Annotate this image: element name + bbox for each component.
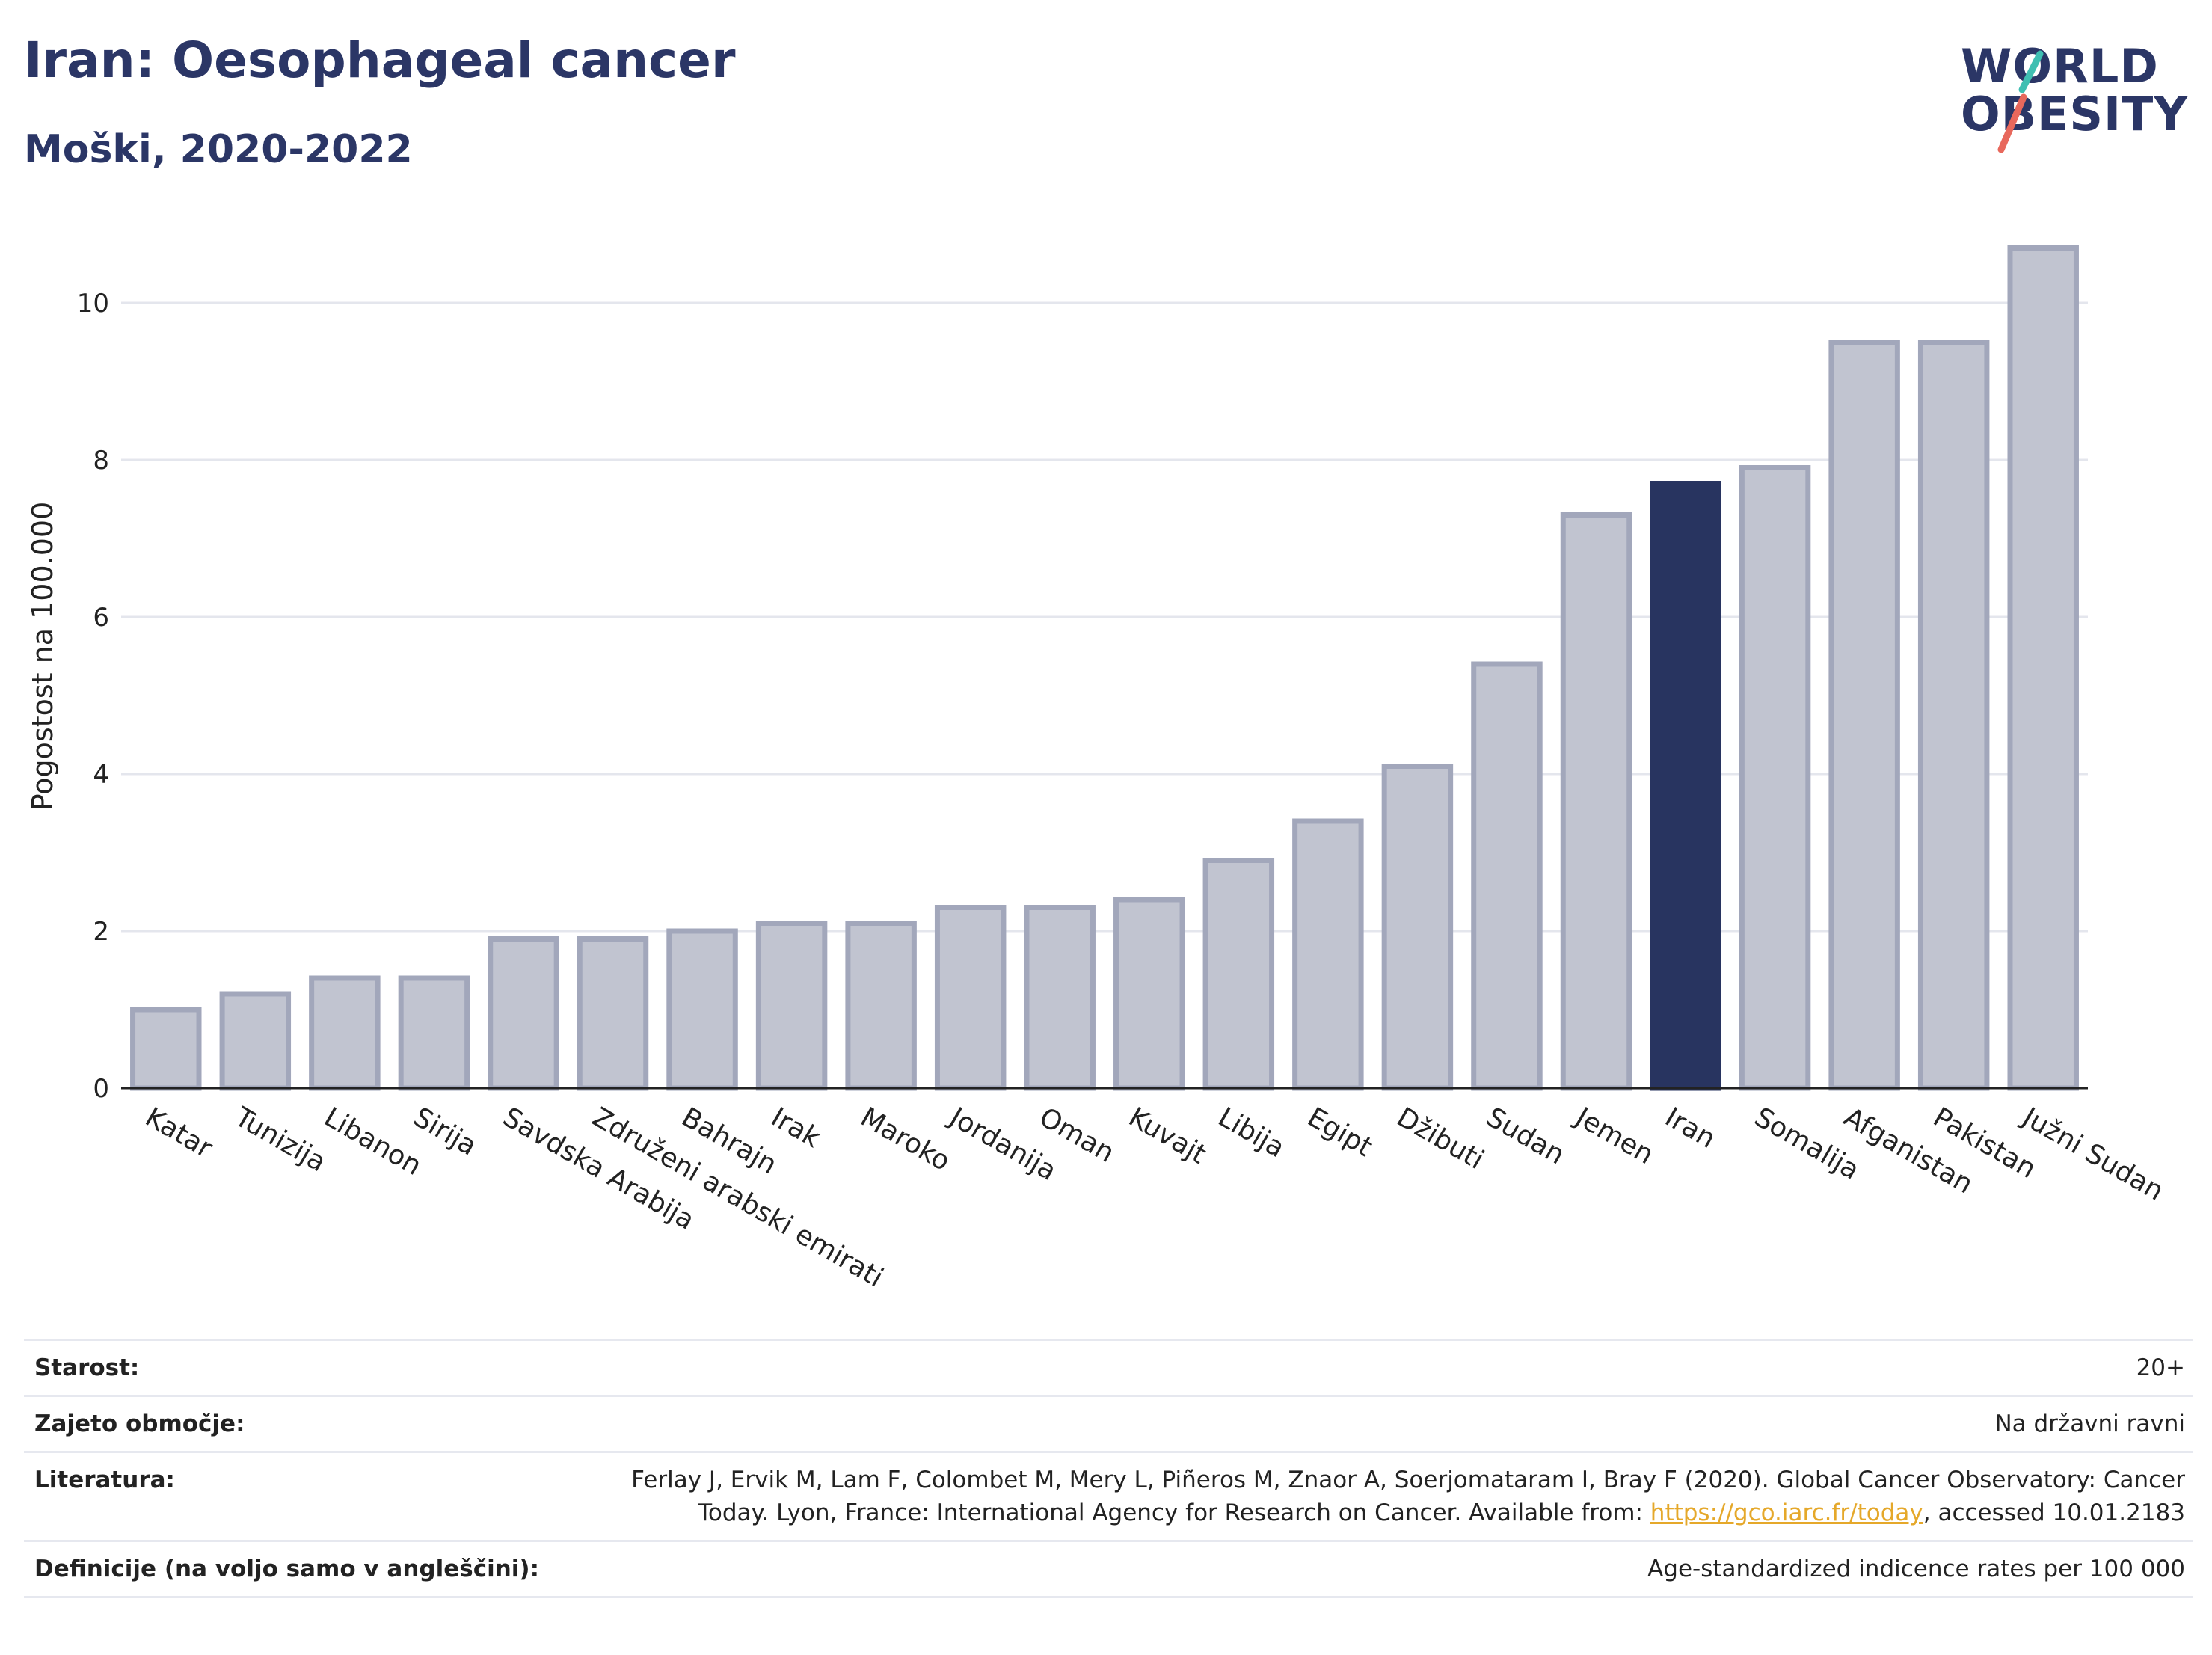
meta-row-literature: Literatura: Ferlay J, Ervik M, Lam F, Co…	[24, 1451, 2193, 1540]
bar	[1292, 818, 1364, 1091]
x-tick-label: Libija	[1213, 1102, 1290, 1164]
bar	[666, 928, 738, 1091]
bar	[130, 1007, 202, 1091]
meta-value-literature: Ferlay J, Ervik M, Lam F, Colombet M, Me…	[577, 1464, 2193, 1529]
bar	[488, 936, 559, 1091]
meta-label-definitions: Definicije (na voljo samo v angleščini):	[34, 1556, 539, 1582]
bar	[1917, 340, 1990, 1091]
y-tick-label: 4	[93, 760, 109, 790]
meta-row-coverage: Zajeto območje: Na državni ravni	[24, 1395, 2193, 1451]
bar	[219, 991, 292, 1091]
bar	[1739, 465, 1811, 1091]
y-tick-label: 8	[93, 446, 109, 476]
meta-value-definitions: Age-standardized indicence rates per 100…	[1647, 1556, 2185, 1582]
x-tick-label: Maroko	[855, 1102, 956, 1177]
bar	[1202, 858, 1275, 1091]
x-tick-label: Katar	[140, 1102, 218, 1164]
x-tick-label: Južni Sudan	[2016, 1101, 2169, 1207]
logo-line-1: WORLD	[1961, 39, 2159, 93]
meta-row-age: Starost: 20+	[24, 1339, 2193, 1395]
bar	[845, 921, 917, 1091]
bar	[309, 975, 381, 1091]
y-tick-label: 6	[93, 603, 109, 633]
bar	[1113, 897, 1185, 1091]
y-axis-label: Pogostost na 100.000	[26, 502, 59, 811]
logo-slash-icon	[1997, 50, 2044, 153]
y-tick-label: 2	[93, 917, 109, 947]
x-tick-label: Iran	[1660, 1102, 1721, 1155]
page-title: Iran: Oesophageal cancer	[24, 31, 736, 89]
bar	[2007, 245, 2079, 1091]
meta-value-age: 20+	[2136, 1354, 2185, 1381]
world-obesity-logo: WORLD OBESITY	[1959, 37, 2199, 157]
meta-value-coverage: Na državni ravni	[1994, 1410, 2185, 1437]
logo-line-2: OBESITY	[1961, 87, 2189, 141]
x-tick-label: Sudan	[1481, 1102, 1570, 1170]
page-subtitle: Moški, 2020-2022	[24, 127, 413, 172]
bar	[1828, 340, 1900, 1091]
meta-label-literature: Literatura:	[34, 1467, 175, 1493]
x-tick-label: Irak	[766, 1102, 826, 1154]
metadata-table: Starost: 20+ Zajeto območje: Na državni …	[24, 1339, 2193, 1598]
bar	[934, 905, 1007, 1091]
x-tick-label: Jemen	[1569, 1101, 1659, 1170]
x-tick-label: Egipt	[1302, 1102, 1377, 1163]
source-link[interactable]: https://gco.iarc.fr/today	[1650, 1499, 1923, 1526]
bar	[1024, 905, 1096, 1091]
x-tick-label: Tunizija	[229, 1102, 331, 1179]
bar	[1471, 661, 1543, 1091]
y-tick-label: 10	[77, 289, 109, 319]
bar-chart: 0 2 4 6 8 10 Pogostost na 100.000 Katar Tunizija…	[26, 245, 2169, 1294]
meta-label-coverage: Zajeto območje:	[34, 1410, 245, 1437]
bar	[1560, 512, 1632, 1091]
bar	[577, 936, 649, 1091]
literature-accessed: , accessed 10.01.2183	[1923, 1499, 2185, 1526]
x-tick-label: Libanon	[319, 1102, 426, 1182]
x-tick-label: Kuvajt	[1123, 1102, 1211, 1170]
literature-text: Ferlay J, Ervik M, Lam F, Colombet M, Me…	[631, 1467, 2185, 1526]
meta-row-definitions: Definicije (na voljo samo v angleščini):…	[24, 1540, 2193, 1598]
meta-label-age: Starost:	[34, 1354, 140, 1381]
bar	[1381, 764, 1454, 1091]
y-tick-label: 0	[93, 1074, 109, 1104]
bar	[755, 921, 828, 1091]
bar	[398, 975, 470, 1091]
x-tick-label: Džibuti	[1392, 1102, 1489, 1176]
bar	[1650, 481, 1721, 1091]
